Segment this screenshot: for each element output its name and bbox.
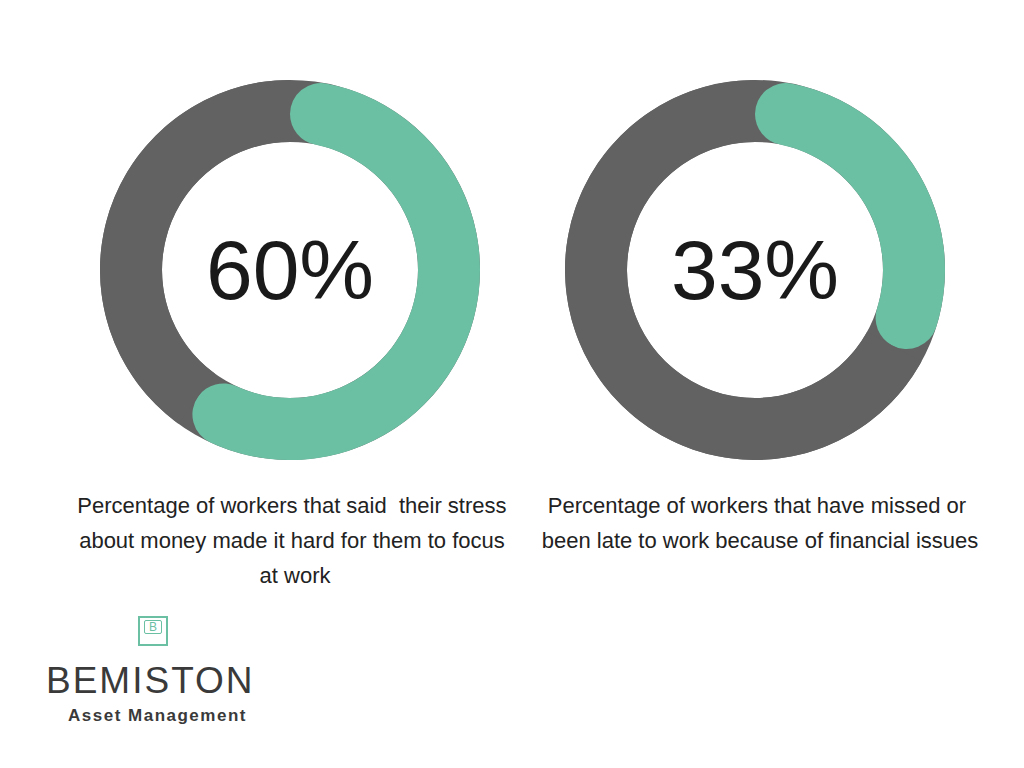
html-text:BEMISTON: BEMISTON: [46, 660, 255, 701]
html-text:Asset Management: Asset Management: [68, 706, 247, 725]
svg-text:60%: 60%: [206, 223, 374, 317]
svg-text:at work: at work: [260, 563, 332, 588]
svg-text:33%: 33%: [671, 223, 839, 317]
svg-text:about money made it hard for t: about money made it hard for them to foc…: [79, 528, 511, 553]
svg-text:been late to work because of f: been late to work because of financial i…: [542, 528, 979, 553]
svg-text:Percentage of workers that sai: Percentage of workers that said their st…: [77, 493, 512, 518]
html-text:B: B: [149, 620, 157, 634]
svg-text:Percentage of workers that hav: Percentage of workers that have missed o…: [548, 493, 972, 518]
